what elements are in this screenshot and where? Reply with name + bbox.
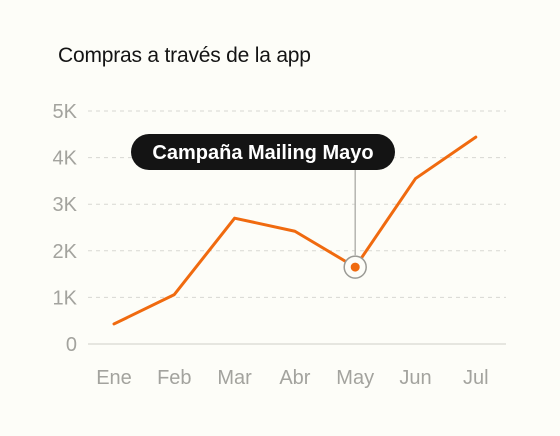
x-tick-label: May xyxy=(336,367,374,389)
y-axis-ticks: 0 1K 2K 3K 4K 5K xyxy=(53,101,78,356)
highlight-point xyxy=(350,262,360,272)
y-tick-label: 0 xyxy=(66,334,77,356)
y-tick-label: 5K xyxy=(53,101,78,123)
chart-title: Compras a través de la app xyxy=(58,44,311,67)
x-tick-label: Feb xyxy=(157,367,191,389)
y-tick-label: 2K xyxy=(53,241,78,263)
y-tick-label: 1K xyxy=(53,287,78,309)
y-tick-label: 3K xyxy=(53,194,78,216)
annotation-callout xyxy=(131,134,395,170)
x-tick-label: Mar xyxy=(217,367,252,389)
x-tick-label: Jul xyxy=(463,367,489,389)
x-tick-label: Ene xyxy=(96,367,132,389)
annotation-layer: Campaña Mailing Mayo xyxy=(131,134,395,279)
x-tick-label: Jun xyxy=(399,367,431,389)
series-line xyxy=(112,135,478,326)
y-tick-label: 4K xyxy=(53,148,78,170)
series-layer xyxy=(112,135,478,326)
annotation-label: Campaña Mailing Mayo xyxy=(152,142,373,164)
x-tick-label: Abr xyxy=(279,367,310,389)
x-axis-ticks: Ene Feb Mar Abr May Jun Jul xyxy=(96,367,488,389)
